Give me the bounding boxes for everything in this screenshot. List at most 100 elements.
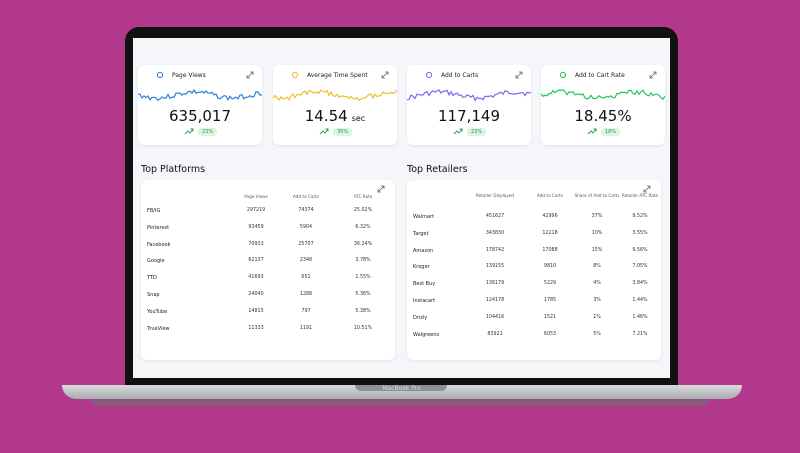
table-cell: 12218	[542, 230, 558, 236]
change-badge: 18%	[601, 128, 621, 136]
table-cell: 62137	[248, 258, 264, 264]
table-cell: 124178	[485, 298, 505, 303]
expand-button[interactable]	[643, 185, 651, 193]
card-icon	[559, 71, 567, 79]
table-cell: 3%	[593, 298, 601, 303]
table-cell: 25707	[298, 241, 314, 247]
table-header: Share of Add to Carts	[574, 193, 620, 198]
section-title: Top Platforms	[141, 164, 206, 175]
expand-button[interactable]	[377, 185, 385, 193]
row-name: TTD	[147, 275, 157, 282]
sparkline	[138, 88, 262, 101]
card-title: Add to Carts	[441, 72, 479, 79]
table-cell: 1785	[543, 298, 557, 303]
table-cell: 3.84%	[632, 281, 648, 287]
table-cell: 8%	[593, 264, 601, 270]
table-cell: 10.51%	[353, 325, 373, 331]
expand-button[interactable]	[515, 71, 523, 79]
row-name: Target	[413, 230, 429, 237]
expand-button[interactable]	[381, 71, 389, 79]
card-icon	[156, 71, 164, 79]
row-name: Snap	[147, 292, 160, 298]
table-cell: 11333	[248, 325, 264, 331]
value: 14.54	[304, 107, 348, 125]
row-name: YouTube	[147, 308, 168, 315]
table-cell: 36.24%	[353, 241, 373, 247]
row-name: Best Buy	[413, 281, 436, 288]
card-title: Average Time Spent	[307, 72, 368, 79]
table-cell: 14815	[248, 308, 264, 314]
table-cell: 9.56%	[632, 247, 648, 253]
table-cell: 1.55%	[355, 275, 371, 281]
table-cell: 3.78%	[355, 258, 371, 264]
metric-card: Add to Cart Rate 18.45% 18%	[541, 65, 665, 145]
table-cell: 5.38%	[355, 308, 371, 314]
row-name: Walmart	[413, 214, 435, 220]
table-cell: 6.32%	[355, 224, 371, 230]
table-cell: 83921	[487, 331, 503, 337]
row-name: Pinterest	[147, 224, 170, 231]
trend-icon	[453, 128, 463, 135]
change-badge: 35%	[333, 128, 353, 136]
table-cell: 1191	[299, 325, 313, 331]
table-header: Retailer ATC Rate	[621, 193, 659, 198]
table-cell: 139155	[485, 264, 505, 270]
table-cell: 1.46%	[632, 314, 648, 320]
laptop-label: MacBook Pro	[382, 385, 421, 392]
card-title: Add to Cart Rate	[575, 72, 625, 79]
trend-icon	[184, 128, 194, 135]
expand-button[interactable]	[246, 71, 254, 79]
table-cell: 15%	[591, 247, 603, 253]
card-icon	[291, 71, 299, 79]
trend-icon	[319, 128, 329, 135]
change-badge: 23%	[198, 128, 218, 136]
table-cell: 93459	[248, 224, 264, 230]
table-cell: 4%	[593, 281, 601, 287]
table-cell: 5%	[593, 331, 601, 337]
table-cell: 70933	[248, 241, 264, 247]
dashboard: Page Views 635,017 23% Average Time Spent 14…	[133, 38, 670, 378]
metric-card: Average Time Spent 14.54 sec 35%	[273, 65, 397, 145]
card-title: Page Views	[172, 72, 206, 79]
table-card: Page Views Add to Carts ATC Rate FB/IG 29721…	[141, 180, 395, 360]
table-cell: 17088	[542, 247, 558, 253]
value: 117,149	[437, 107, 501, 125]
laptop-base	[62, 385, 742, 399]
table-cell: 6053	[543, 331, 557, 337]
table-cell: 9810	[543, 264, 557, 270]
table-header: Page Views	[244, 194, 268, 199]
row-name: FB/IG	[147, 208, 161, 214]
row-name: Instacart	[413, 298, 436, 304]
table-cell: 7.05%	[632, 264, 648, 270]
table-cell: 104416	[485, 314, 505, 320]
table-cell: 343830	[485, 230, 505, 236]
row-name: TrueView	[147, 325, 170, 332]
table-cell: 5.36%	[355, 292, 371, 297]
table-cell: 451627	[485, 214, 505, 219]
card-value: 14.54 sec	[273, 107, 397, 125]
table-header: ATC Rate	[353, 194, 373, 199]
row-name: Kroger	[413, 264, 430, 271]
table-cell: 178742	[485, 247, 505, 253]
table-cell: 9.52%	[632, 214, 648, 219]
card-value: 117,149	[407, 107, 531, 125]
row-name: Facebook	[147, 241, 171, 248]
table-cell: 41693	[248, 275, 264, 281]
table-cell: 1288	[299, 292, 313, 297]
row-name: Google	[147, 258, 165, 265]
table-cell: 5904	[299, 224, 313, 230]
sparkline	[541, 88, 665, 101]
sparkline	[407, 89, 531, 102]
card-value: 18.45%	[541, 107, 665, 125]
table-cell: 1.44%	[632, 298, 648, 303]
table-cell: 10%	[591, 230, 603, 236]
value: 635,017	[168, 107, 232, 125]
table-card: Retailer Displayed Add to Carts Share of A…	[407, 180, 661, 360]
unit: sec	[351, 114, 366, 123]
laptop-notch	[355, 385, 447, 391]
metric-card: Add to Carts 117,149 23%	[407, 65, 531, 145]
expand-button[interactable]	[649, 71, 657, 79]
table-cell: 42996	[542, 214, 558, 219]
section-title: Top Retailers	[407, 164, 468, 175]
